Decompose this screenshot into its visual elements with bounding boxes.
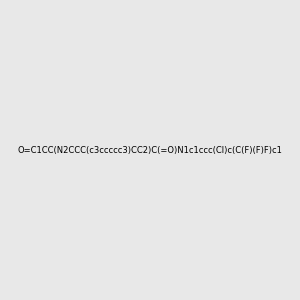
Text: O=C1CC(N2CCC(c3ccccc3)CC2)C(=O)N1c1ccc(Cl)c(C(F)(F)F)c1: O=C1CC(N2CCC(c3ccccc3)CC2)C(=O)N1c1ccc(C… (18, 146, 282, 154)
